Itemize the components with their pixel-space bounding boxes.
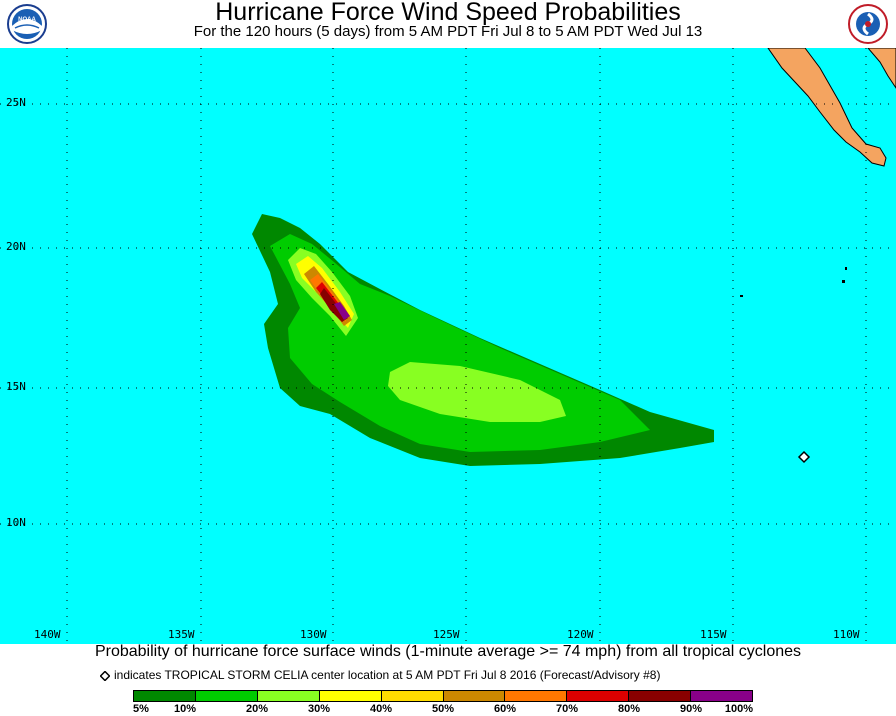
- page-subtitle: For the 120 hours (5 days) from 5 AM PDT…: [193, 23, 703, 40]
- legend-label: 20%: [245, 703, 269, 715]
- legend-swatch: [195, 691, 258, 701]
- island: [842, 280, 845, 283]
- lat-label-20n: 20N: [6, 240, 26, 253]
- svg-text:NOAA: NOAA: [18, 17, 36, 23]
- legend-swatch: [319, 691, 382, 701]
- diamond-marker-icon: [797, 450, 811, 464]
- legend-swatch: [691, 691, 753, 701]
- legend-label: 5%: [133, 703, 149, 715]
- diamond-marker-icon: [99, 670, 111, 682]
- legend-swatch: [134, 691, 196, 701]
- lon-label-125w: 125W: [433, 628, 460, 641]
- baja-california-land: [767, 48, 887, 167]
- island: [740, 295, 743, 297]
- legend-label: 30%: [307, 703, 331, 715]
- lon-label-110w: 110W: [833, 628, 860, 641]
- legend-label: 40%: [369, 703, 393, 715]
- legend-swatch: [505, 691, 568, 701]
- contour-20pct: [388, 362, 566, 422]
- lat-label-10n: 10N: [6, 516, 26, 529]
- legend-label: 10%: [173, 703, 197, 715]
- page-title: Hurricane Force Wind Speed Probabilities: [215, 0, 681, 26]
- map-caption: Probability of hurricane force surface w…: [94, 643, 802, 660]
- legend-swatch: [443, 691, 506, 701]
- marker-note-text: indicates TROPICAL STORM CELIA center lo…: [114, 668, 661, 682]
- legend-label: 90%: [679, 703, 703, 715]
- legend-swatch: [567, 691, 630, 701]
- lat-label-15n: 15N: [6, 380, 26, 393]
- lon-label-115w: 115W: [700, 628, 727, 641]
- marker-note: indicates TROPICAL STORM CELIA center lo…: [99, 668, 661, 682]
- legend-label: 80%: [617, 703, 641, 715]
- legend-swatch: [381, 691, 444, 701]
- grid-lines: [0, 48, 896, 644]
- legend-swatch: [257, 691, 320, 701]
- legend-label: 70%: [555, 703, 579, 715]
- contour-90pct: [334, 302, 350, 320]
- legend-label: 50%: [431, 703, 455, 715]
- legend-label: 100%: [724, 703, 754, 715]
- lon-label-120w: 120W: [567, 628, 594, 641]
- noaa-logo-icon: NOAA: [7, 4, 47, 44]
- legend-label: 60%: [493, 703, 517, 715]
- lon-label-130w: 130W: [300, 628, 327, 641]
- header: NOAA Hurricane Force Wind Speed Probabil…: [0, 0, 896, 48]
- legend-swatch: [629, 691, 692, 701]
- probability-legend: [133, 690, 753, 702]
- nws-logo-icon: [848, 4, 888, 44]
- lat-label-25n: 25N: [6, 96, 26, 109]
- probability-map: [0, 48, 896, 644]
- lon-label-135w: 135W: [168, 628, 195, 641]
- island: [845, 267, 847, 270]
- lon-label-140w: 140W: [34, 628, 61, 641]
- mainland-mexico-land: [867, 48, 896, 89]
